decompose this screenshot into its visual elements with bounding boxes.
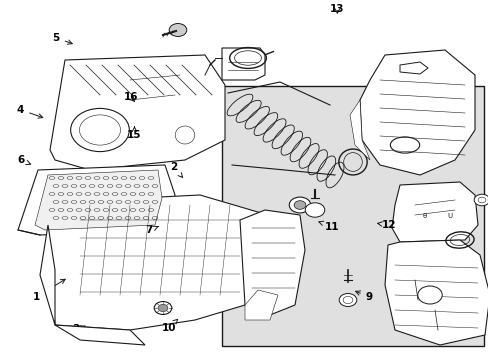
Text: 2: 2 [170,162,183,177]
Polygon shape [349,100,369,160]
Text: 5: 5 [53,33,72,44]
Polygon shape [240,210,305,315]
Text: 4: 4 [17,105,43,118]
Polygon shape [35,170,162,230]
Circle shape [154,302,171,315]
Text: 9: 9 [355,291,372,302]
Text: U: U [447,213,451,219]
Polygon shape [359,50,474,175]
Text: θ: θ [422,213,426,219]
Text: 13: 13 [329,4,344,14]
Polygon shape [222,48,264,80]
Text: 7: 7 [145,225,158,235]
Circle shape [293,201,305,209]
Polygon shape [50,55,224,170]
Circle shape [158,305,167,312]
Circle shape [169,23,186,36]
Polygon shape [48,195,269,330]
Text: 6: 6 [17,155,31,165]
Text: 15: 15 [127,127,142,140]
Circle shape [417,286,441,304]
Polygon shape [40,225,55,325]
Text: 11: 11 [318,221,339,232]
Text: 8: 8 [141,186,153,196]
Text: 12: 12 [377,220,395,230]
Polygon shape [391,182,477,242]
Polygon shape [55,325,145,345]
Circle shape [339,293,356,306]
Polygon shape [384,240,488,345]
Text: 3: 3 [72,324,85,334]
Polygon shape [18,165,175,235]
Text: 16: 16 [123,92,138,102]
Polygon shape [244,290,278,320]
Circle shape [305,203,324,217]
Polygon shape [399,62,427,74]
Circle shape [473,194,488,206]
Circle shape [288,197,310,213]
Text: 14: 14 [399,89,425,99]
Bar [222,86,483,346]
Text: 1: 1 [33,279,65,302]
Text: 10: 10 [161,319,177,333]
